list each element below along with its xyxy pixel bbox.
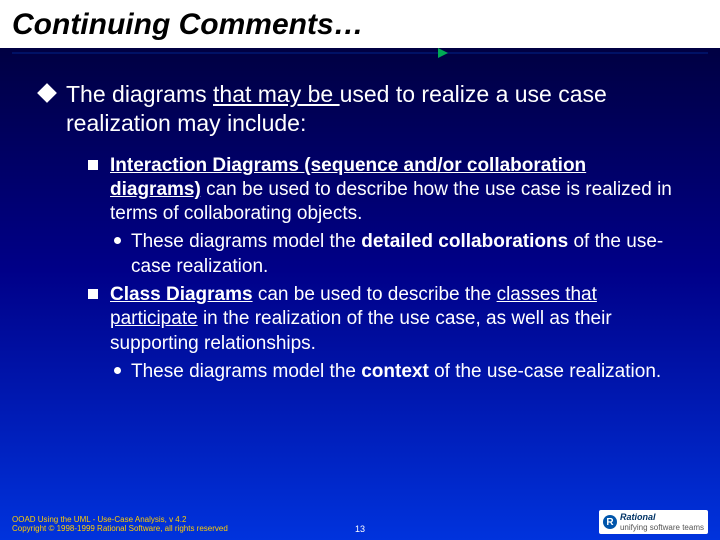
bullet-diamond-icon [37,83,57,103]
bullet-dot-icon [114,367,121,374]
list-item: Interaction Diagrams (sequence and/or co… [88,154,680,227]
sub2-bold: context [361,361,429,382]
title-underline [12,52,708,54]
sub2-post: of the use-case realization. [429,361,661,382]
bullet-square-icon [88,160,98,170]
item-2-rest-pre: can be used to describe the [253,284,497,305]
bullet-square-icon [88,289,98,299]
list-item: Class Diagrams can be used to describe t… [88,283,680,356]
logo-sub: unifying software teams [620,523,704,532]
page-number: 13 [355,524,365,534]
logo-text: Rational unifying software teams [620,512,704,532]
footer-line1: OOAD Using the UML - Use-Case Analysis, … [12,515,228,525]
title-bar: Continuing Comments… [0,0,720,48]
slide-title: Continuing Comments… [12,8,708,42]
subitem-1-text: These diagrams model the detailed collab… [131,230,680,279]
subitem-2-text: These diagrams model the context of the … [131,360,661,384]
logo-r-icon: R [603,515,617,529]
main-pre: The diagrams [66,81,213,107]
main-under: that may be [213,81,340,107]
rational-logo: R Rational unifying software teams [599,510,708,534]
footer-credits: OOAD Using the UML - Use-Case Analysis, … [12,515,228,534]
list-subitem: These diagrams model the context of the … [114,360,680,384]
main-text: The diagrams that may be used to realize… [66,80,680,138]
sub1-bold: detailed collaborations [361,231,568,252]
logo-brand: Rational [620,512,656,522]
list-subitem: These diagrams model the detailed collab… [114,230,680,279]
sub-list: Interaction Diagrams (sequence and/or co… [88,154,680,385]
sub1-pre: These diagrams model the [131,231,361,252]
main-bullet: The diagrams that may be used to realize… [40,80,680,138]
item-1-text: Interaction Diagrams (sequence and/or co… [110,154,680,227]
content-area: The diagrams that may be used to realize… [0,54,720,384]
item-2-text: Class Diagrams can be used to describe t… [110,283,680,356]
footer-line2: Copyright © 1998-1999 Rational Software,… [12,524,228,534]
sub2-pre: These diagrams model the [131,361,361,382]
arrow-icon [438,48,448,58]
item-2-lead: Class Diagrams [110,284,253,305]
bullet-dot-icon [114,237,121,244]
